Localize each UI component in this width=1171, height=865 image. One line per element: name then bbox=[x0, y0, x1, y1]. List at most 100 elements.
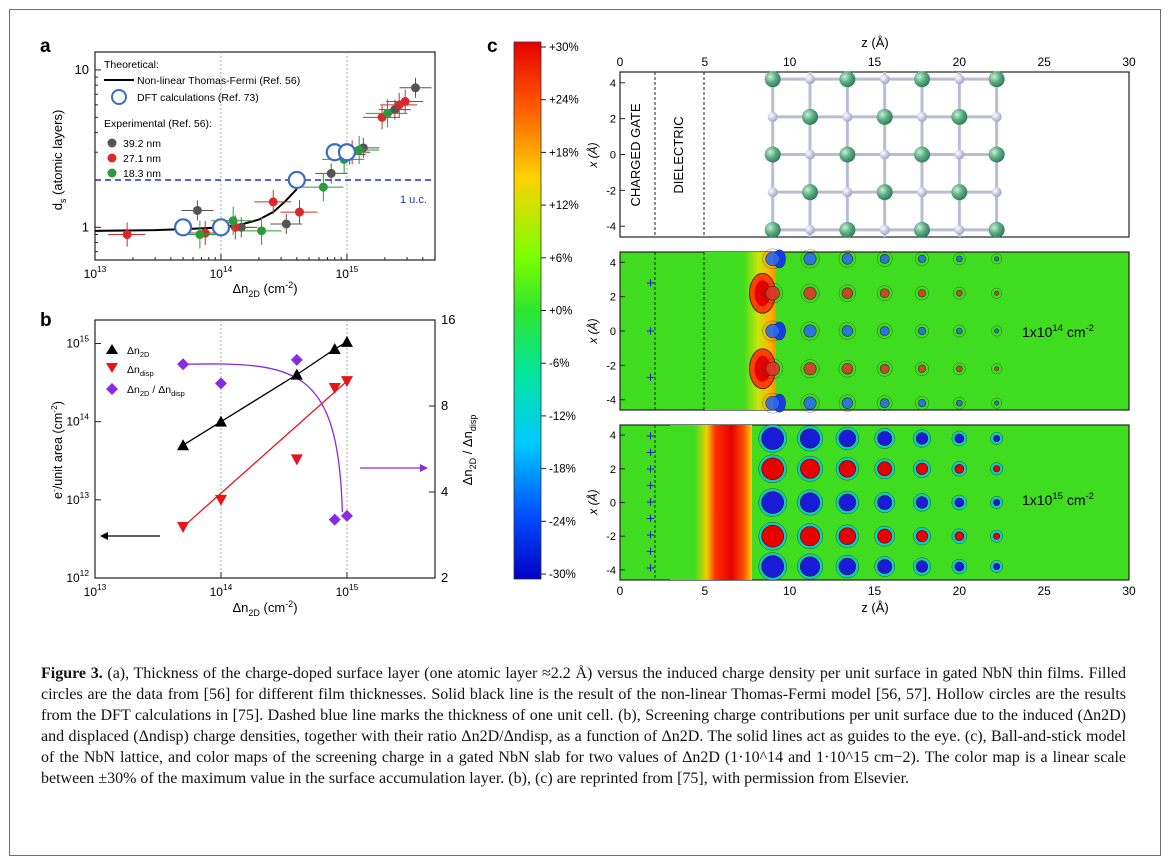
ratio-data-point bbox=[290, 353, 303, 366]
z-tick-label-top: 15 bbox=[868, 55, 882, 69]
dft-data-point bbox=[287, 170, 306, 190]
exp-data-point bbox=[410, 83, 420, 93]
n-atom bbox=[954, 224, 965, 235]
gate-plus-charge: + bbox=[646, 275, 655, 292]
x-tick-label: 1013 bbox=[84, 264, 107, 281]
exp-data-point bbox=[383, 108, 393, 118]
n2d-data-point bbox=[340, 335, 353, 347]
figure-frame bbox=[9, 9, 1161, 856]
gate-plus-charge: + bbox=[646, 323, 655, 340]
map1-gate-charges: + + + bbox=[646, 275, 655, 386]
charge-feature bbox=[877, 461, 893, 477]
y-left-tick-label: 1014 bbox=[66, 412, 89, 429]
x-tick-label: -4 bbox=[606, 565, 616, 577]
nb-atom bbox=[914, 146, 931, 163]
nb-atom bbox=[764, 221, 781, 238]
legend-dft-label: DFT calculations (Ref. 73) bbox=[137, 92, 259, 104]
gate-plus-charge: + bbox=[646, 445, 655, 462]
nb-atom bbox=[764, 146, 781, 163]
legend-n2d-label: Δn2D bbox=[127, 345, 150, 359]
charge-feature bbox=[803, 396, 817, 410]
charge-feature bbox=[917, 364, 927, 373]
z-tick-label-bottom: 25 bbox=[1037, 584, 1051, 598]
map1-features bbox=[749, 248, 1003, 414]
x-tick-label: 1015 bbox=[336, 264, 359, 281]
exp-data-point bbox=[326, 168, 336, 178]
panel-b-gridlines bbox=[220, 320, 348, 578]
n-atom bbox=[805, 224, 816, 235]
charge-feature bbox=[956, 327, 963, 335]
z-tick-label-bottom: 5 bbox=[701, 584, 708, 598]
contour-ring bbox=[838, 322, 857, 340]
map1-x-ticks: 4 2 0 -2 -4 bbox=[606, 257, 625, 407]
charge-feature bbox=[877, 495, 893, 510]
contour-ring bbox=[800, 249, 820, 269]
panel-b-axes bbox=[94, 319, 436, 579]
charge-feature bbox=[994, 400, 1000, 406]
panel-b-xlabel: Δn2D (cm-2) bbox=[232, 599, 297, 618]
legend-ndisp-label: Δndisp bbox=[127, 364, 154, 378]
charge-feature bbox=[915, 530, 929, 543]
contour-ring bbox=[876, 251, 893, 267]
contour-ring bbox=[914, 251, 930, 266]
legend-ndisp-marker bbox=[106, 363, 118, 373]
contour-ring bbox=[876, 360, 893, 377]
contour-ring bbox=[914, 286, 930, 301]
charge-feature bbox=[954, 497, 965, 508]
legend-27-marker bbox=[107, 153, 117, 163]
contour-ring bbox=[991, 397, 1003, 409]
nb-atom bbox=[839, 71, 856, 88]
z-tick-label-bottom: 20 bbox=[953, 584, 967, 598]
density-label-1e14: 1x1014 cm-2 bbox=[1022, 323, 1094, 340]
gate-plus-charge: + bbox=[646, 494, 655, 511]
contour-ring bbox=[800, 359, 820, 379]
exp-data-point bbox=[294, 207, 304, 217]
charge-feature bbox=[956, 255, 963, 263]
gate-plus-charge: + bbox=[646, 544, 655, 561]
charge-feature bbox=[956, 399, 963, 407]
colorbar-tick-label: -6% bbox=[549, 358, 569, 370]
panel-a-ticks: 1013 1014 1015 10 1 bbox=[75, 62, 436, 281]
nb-atom bbox=[988, 146, 1005, 163]
charge-feature bbox=[994, 328, 1000, 334]
exp-data-point bbox=[318, 182, 328, 192]
y-right-tick-label: 16 bbox=[441, 312, 455, 327]
x-tick-label: -2 bbox=[606, 360, 616, 372]
exp-data-point bbox=[268, 197, 278, 207]
nb-atom bbox=[914, 71, 931, 88]
charge-feature bbox=[761, 427, 785, 450]
charge-feature bbox=[915, 462, 929, 475]
ndisp-data-point bbox=[328, 382, 341, 394]
n-atom bbox=[991, 111, 1002, 122]
gate-plus-charge: + bbox=[646, 560, 655, 577]
contour-ring bbox=[762, 358, 783, 380]
charge-feature bbox=[954, 464, 965, 474]
x-tick-label: 0 bbox=[610, 326, 616, 338]
colorbar-tick-label: +12% bbox=[549, 200, 579, 212]
charge-feature bbox=[841, 253, 854, 265]
contour-ring bbox=[991, 325, 1003, 337]
contour-ring bbox=[762, 320, 783, 342]
charge-map-1e14: + + + 1x1014 cm-2 4 2 0 -2 -4 x (Å) bbox=[585, 248, 1130, 414]
z-tick-label-bottom: 0 bbox=[617, 584, 624, 598]
n-atom bbox=[842, 111, 853, 122]
gate-plus-charge: + bbox=[646, 369, 655, 386]
z-tick-label-bottom: 10 bbox=[783, 584, 797, 598]
charge-feature bbox=[993, 498, 1001, 506]
panel-b-data bbox=[177, 335, 353, 533]
panel-b-ylabel-left: e-/unit area (cm-2) bbox=[49, 401, 65, 499]
nbn-lattice bbox=[764, 71, 1005, 238]
charge-feature bbox=[915, 432, 929, 445]
contour-ring bbox=[876, 323, 893, 339]
unit-cell-label: 1 u.c. bbox=[400, 194, 427, 206]
contour-ring bbox=[914, 361, 930, 376]
exp-data-point bbox=[257, 226, 267, 236]
x-tick-label: 0 bbox=[610, 150, 616, 162]
charge-feature bbox=[761, 491, 785, 514]
n-atom bbox=[767, 187, 778, 198]
charge-feature bbox=[877, 431, 893, 446]
legend-tf-label: Non-linear Thomas-Fermi (Ref. 56) bbox=[137, 75, 300, 87]
n2d-data-point bbox=[290, 368, 303, 380]
